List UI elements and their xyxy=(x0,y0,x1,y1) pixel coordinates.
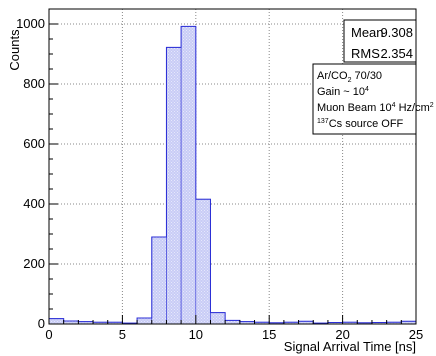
histogram-bins xyxy=(48,26,417,325)
info-gas-mixture: Ar/CO2 70/30 xyxy=(317,70,382,84)
y-tick-labels: 0 200 400 600 800 1000 xyxy=(16,16,45,331)
histogram-bin xyxy=(166,47,182,325)
info-source-status: 137Cs source OFF xyxy=(317,118,404,130)
y-tick-label: 0 xyxy=(38,316,45,331)
x-tick-labels: 0 5 10 15 20 25 xyxy=(45,327,423,342)
y-tick-label: 800 xyxy=(23,76,45,91)
stats-rms-label: RMS xyxy=(351,46,380,61)
stats-box-frame xyxy=(343,19,417,63)
y-tick-label: 400 xyxy=(23,196,45,211)
x-tick-label: 25 xyxy=(409,327,423,342)
x-tick-label: 20 xyxy=(335,327,349,342)
stats-rms-value: 2.354 xyxy=(380,46,413,61)
histogram-bin xyxy=(180,26,197,325)
y-tick-label: 1000 xyxy=(16,16,45,31)
histogram-bin xyxy=(210,312,226,325)
info-box-frame xyxy=(312,63,417,135)
stats-box: Mean 9.308 RMS 2.354 xyxy=(343,19,417,63)
y-axis-title: Counts xyxy=(7,29,22,71)
plot-frame xyxy=(48,8,417,325)
x-axis-title: Signal Arrival Time [ns] xyxy=(284,339,416,354)
histogram-bin xyxy=(48,318,64,325)
x-tick-label: 5 xyxy=(119,327,126,342)
info-gain: Gain ~ 104 xyxy=(317,86,369,98)
histogram-bin xyxy=(195,198,211,325)
info-box: Ar/CO2 70/30 Gain ~ 104 Muon Beam 104 Hz… xyxy=(312,63,434,135)
x-tick-label: 0 xyxy=(45,327,52,342)
histogram-bin xyxy=(136,317,153,325)
y-tick-label: 600 xyxy=(23,136,45,151)
histogram-bin xyxy=(224,320,241,325)
stats-mean-label: Mean xyxy=(351,25,384,40)
grid-lines xyxy=(49,9,416,324)
stats-mean-value: 9.308 xyxy=(380,25,413,40)
x-tick-label: 10 xyxy=(189,327,203,342)
histogram-bin xyxy=(151,236,167,325)
x-tick-label: 15 xyxy=(262,327,276,342)
axis-ticks xyxy=(48,8,417,325)
y-tick-label: 200 xyxy=(23,256,45,271)
info-muon-beam: Muon Beam 104 Hz/cm2 xyxy=(317,102,434,114)
